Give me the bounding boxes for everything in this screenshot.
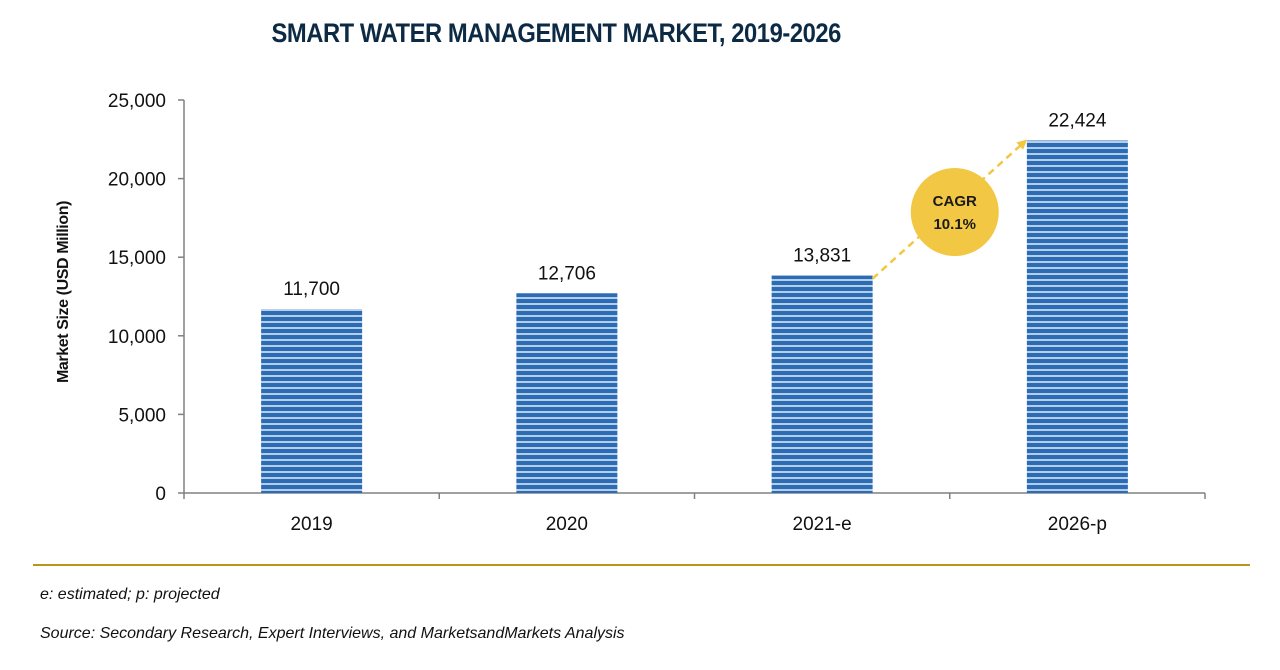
bars: 11,700 12,706 13,831 22,424 <box>261 110 1128 493</box>
bar <box>771 275 873 493</box>
y-axis: 0 5,000 10,000 15,000 20,000 25,000 <box>108 91 185 505</box>
y-tick-label: 20,000 <box>108 170 166 191</box>
x-axis: 2019 2020 2021-e 2026-p <box>183 492 1206 535</box>
y-tick-label: 0 <box>155 484 166 505</box>
x-tick-label: 2019 <box>290 514 332 535</box>
bar <box>1026 140 1128 493</box>
chart-title: SMART WATER MANAGEMENT MARKET, 2019-2026 <box>271 18 841 48</box>
cagr-value: 10.1% <box>933 216 976 233</box>
y-tick-label: 5,000 <box>118 405 166 426</box>
x-tick-label: 2020 <box>546 514 588 535</box>
bar-value-label: 11,700 <box>283 279 340 300</box>
cagr-bubble <box>910 168 999 257</box>
cagr-label: CAGR <box>933 193 977 210</box>
x-tick-label: 2026-p <box>1048 514 1107 535</box>
y-tick-label: 15,000 <box>108 248 166 269</box>
bar <box>516 293 618 493</box>
bar-value-label: 12,706 <box>538 263 596 284</box>
cagr-annotation: CAGR 10.1% <box>871 139 1028 280</box>
y-axis-label: Market Size (USD Million) <box>55 201 72 383</box>
footer-divider <box>33 564 1250 566</box>
x-tick-label: 2021-e <box>793 514 852 535</box>
bar-value-label: 13,831 <box>793 246 851 267</box>
bar <box>261 309 363 493</box>
bar-value-label: 22,424 <box>1048 110 1107 131</box>
y-tick-label: 10,000 <box>108 327 166 348</box>
source-note: Source: Secondary Research, Expert Inter… <box>40 625 625 642</box>
y-tick-label: 25,000 <box>108 91 166 112</box>
estimate-note: e: estimated; p: projected <box>40 586 220 603</box>
